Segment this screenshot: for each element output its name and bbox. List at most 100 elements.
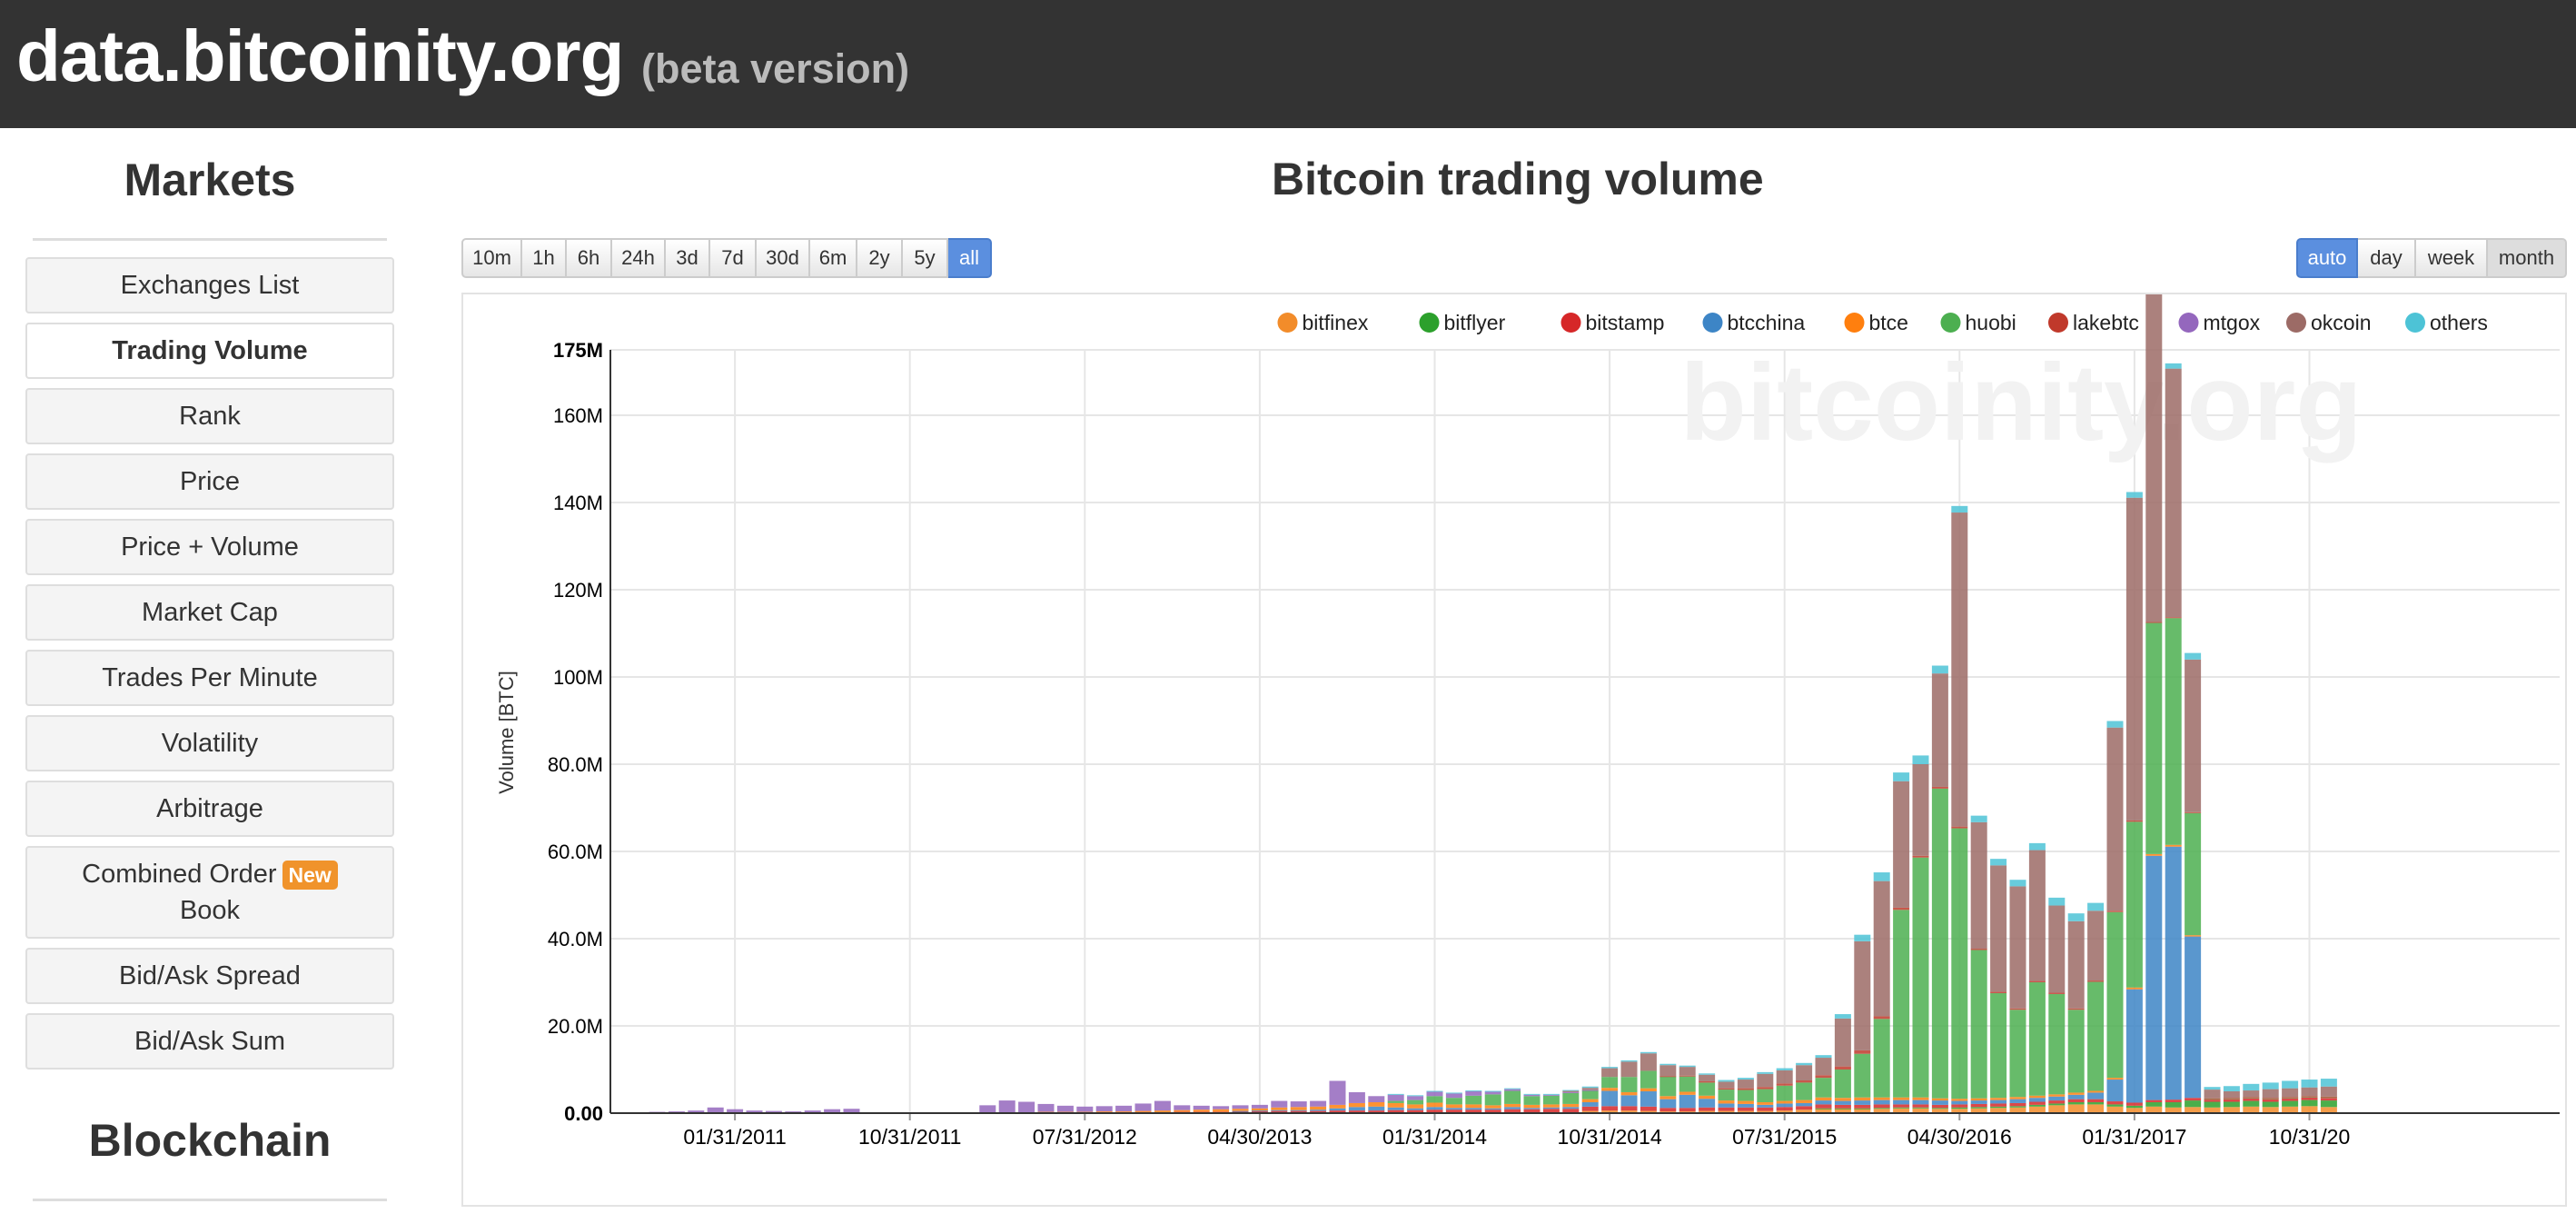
bar-segment-others[interactable] xyxy=(1523,1093,1541,1095)
bar-segment-huobi[interactable] xyxy=(2165,618,2182,845)
bar-segment-okcoin[interactable] xyxy=(2165,368,2182,618)
bar-segment-mtgox[interactable] xyxy=(688,1110,705,1113)
bar-segment-bitfinex[interactable] xyxy=(1951,1109,1968,1113)
bar-segment-others[interactable] xyxy=(1426,1090,1443,1092)
bar-segment-bitstamp[interactable] xyxy=(1815,1104,1832,1109)
bar-segment-others[interactable] xyxy=(2106,721,2124,728)
bar-segment-others[interactable] xyxy=(1407,1095,1424,1097)
bar-segment-huobi[interactable] xyxy=(2067,1010,2085,1093)
bar-segment-others[interactable] xyxy=(2009,880,2026,887)
bar-segment-btcchina[interactable] xyxy=(1445,1108,1462,1110)
bar-segment-okcoin[interactable] xyxy=(2301,1087,2318,1097)
sidebar-item-rank[interactable]: Rank xyxy=(25,388,394,444)
bar-segment-btce[interactable] xyxy=(1348,1102,1365,1108)
bar-segment-bitstamp[interactable] xyxy=(1893,1104,1910,1108)
bar-segment-others[interactable] xyxy=(1581,1086,1599,1089)
bar-segment-okcoin[interactable] xyxy=(1640,1053,1657,1071)
bar-segment-btce[interactable] xyxy=(1990,1098,2007,1100)
bar-segment-btce[interactable] xyxy=(1445,1104,1462,1109)
bar-segment-huobi[interactable] xyxy=(1387,1100,1404,1103)
bar-segment-lakebtc[interactable] xyxy=(2301,1096,2318,1098)
bar-segment-btce[interactable] xyxy=(1426,1102,1443,1108)
legend-item-others[interactable]: others xyxy=(2405,311,2488,334)
bar-segment-mtgox[interactable] xyxy=(843,1109,860,1113)
bar-segment-btce[interactable] xyxy=(2106,1078,2124,1080)
bar-segment-bitfinex[interactable] xyxy=(1737,1110,1754,1113)
bar-segment-btcchina[interactable] xyxy=(1542,1107,1560,1110)
bar-segment-bitflyer[interactable] xyxy=(1873,1108,1890,1110)
bar-segment-bitstamp[interactable] xyxy=(1426,1110,1443,1113)
bar-segment-mtgox[interactable] xyxy=(1018,1101,1035,1113)
bar-segment-others[interactable] xyxy=(2028,842,2046,851)
bar-segment-bitstamp[interactable] xyxy=(2048,1100,2066,1104)
bar-segment-lakebtc[interactable] xyxy=(1912,855,1929,858)
bar-segment-btcchina[interactable] xyxy=(1271,1110,1288,1111)
bar-segment-huobi[interactable] xyxy=(1893,910,1910,1098)
timespan-1h-button[interactable]: 1h xyxy=(522,238,567,278)
bar-segment-bitstamp[interactable] xyxy=(1601,1106,1619,1111)
bar-segment-huobi[interactable] xyxy=(1407,1100,1424,1105)
bar-segment-bitflyer[interactable] xyxy=(1815,1108,1832,1110)
bar-segment-btce[interactable] xyxy=(1660,1096,1677,1100)
bar-segment-bitstamp[interactable] xyxy=(2262,1099,2279,1102)
bar-segment-okcoin[interactable] xyxy=(1660,1065,1677,1077)
bar-segment-bitstamp[interactable] xyxy=(1990,1103,2007,1107)
bar-segment-mtgox[interactable] xyxy=(1290,1101,1307,1108)
bar-segment-btce[interactable] xyxy=(2028,1095,2046,1099)
bar-segment-bitstamp[interactable] xyxy=(2028,1101,2046,1105)
bar-segment-okcoin[interactable] xyxy=(1834,1018,1851,1067)
bar-segment-btce[interactable] xyxy=(1796,1100,1813,1103)
bar-segment-btcchina[interactable] xyxy=(1562,1107,1580,1110)
bar-segment-btce[interactable] xyxy=(1271,1107,1288,1110)
bar-segment-btce[interactable] xyxy=(2185,935,2202,937)
bar-segment-mtgox[interactable] xyxy=(979,1105,996,1113)
bar-segment-others[interactable] xyxy=(1504,1088,1521,1090)
bar-segment-bitstamp[interactable] xyxy=(1271,1110,1288,1113)
bar-segment-others[interactable] xyxy=(1951,505,1968,513)
legend-item-lakebtc[interactable]: lakebtc xyxy=(2048,311,2139,334)
bar-segment-huobi[interactable] xyxy=(2028,982,2046,1096)
bar-segment-bitstamp[interactable] xyxy=(1718,1107,1735,1111)
bar-segment-huobi[interactable] xyxy=(1970,950,1987,1099)
bar-segment-huobi[interactable] xyxy=(1523,1096,1541,1105)
bar-segment-bitfinex[interactable] xyxy=(1834,1109,1851,1113)
bar-segment-okcoin[interactable] xyxy=(1757,1073,1774,1088)
bar-segment-bitfinex[interactable] xyxy=(1757,1110,1774,1113)
bar-segment-bitstamp[interactable] xyxy=(1620,1106,1638,1111)
bar-segment-others[interactable] xyxy=(2125,492,2143,498)
bar-segment-btce[interactable] xyxy=(1310,1106,1327,1110)
bar-segment-btcchina[interactable] xyxy=(1465,1108,1482,1110)
bar-segment-huobi[interactable] xyxy=(1426,1096,1443,1103)
bar-segment-mtgox[interactable] xyxy=(1095,1106,1113,1112)
bar-segment-btce[interactable] xyxy=(2165,844,2182,847)
bar-segment-others[interactable] xyxy=(1796,1062,1813,1066)
bar-segment-bitstamp[interactable] xyxy=(1504,1109,1521,1113)
bar-segment-mtgox[interactable] xyxy=(727,1109,744,1113)
bar-segment-bitstamp[interactable] xyxy=(1484,1110,1501,1113)
bar-segment-btce[interactable] xyxy=(1970,1098,1987,1101)
timespan-5y-button[interactable]: 5y xyxy=(903,238,948,278)
bar-segment-lakebtc[interactable] xyxy=(2067,1008,2085,1010)
bar-segment-btcchina[interactable] xyxy=(1679,1094,1696,1109)
bar-segment-bitfinex[interactable] xyxy=(2028,1106,2046,1113)
sidebar-item-bid-ask-sum[interactable]: Bid/Ask Sum xyxy=(25,1013,394,1070)
bar-segment-others[interactable] xyxy=(2067,913,2085,921)
bar-segment-btce[interactable] xyxy=(1290,1107,1307,1110)
bar-segment-others[interactable] xyxy=(2165,363,2182,369)
bar-segment-others[interactable] xyxy=(1679,1065,1696,1068)
bar-segment-mtgox[interactable] xyxy=(1154,1100,1171,1111)
bar-segment-btcchina[interactable] xyxy=(2165,846,2182,1100)
bar-segment-okcoin[interactable] xyxy=(1562,1090,1580,1092)
bar-segment-bitfinex[interactable] xyxy=(1873,1109,1890,1113)
bar-segment-others[interactable] xyxy=(2262,1082,2279,1090)
bar-segment-mtgox[interactable] xyxy=(1368,1096,1385,1102)
bar-segment-bitstamp[interactable] xyxy=(1931,1104,1948,1109)
bar-segment-okcoin[interactable] xyxy=(1815,1058,1832,1076)
bar-segment-okcoin[interactable] xyxy=(2009,886,2026,1009)
bar-segment-others[interactable] xyxy=(1912,755,1929,764)
bar-segment-btce[interactable] xyxy=(1213,1109,1230,1112)
bar-segment-others[interactable] xyxy=(2185,652,2202,660)
bar-segment-bitfinex[interactable] xyxy=(1776,1110,1793,1113)
bar-segment-huobi[interactable] xyxy=(1718,1090,1735,1101)
bar-segment-btcchina[interactable] xyxy=(1815,1100,1832,1105)
